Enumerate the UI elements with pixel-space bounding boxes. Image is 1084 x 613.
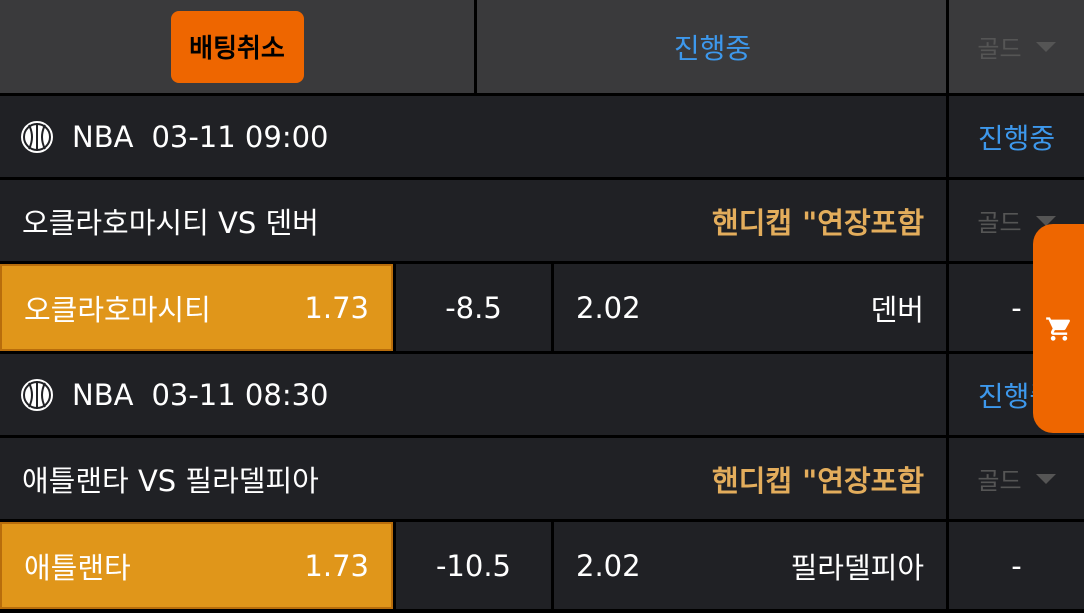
match-row: 애틀랜타 VS 필라델피아 핸디캡 "연장포함 골드 [0, 438, 1084, 519]
home-odds-button[interactable]: 애틀랜타 1.73 [0, 522, 393, 609]
league-row: NBA 03-11 09:00 진행중 [0, 96, 1084, 177]
handicap-value: -10.5 [396, 522, 551, 609]
divider [946, 438, 949, 519]
odds-row: 오클라호마시티 1.73 -8.5 2.02 덴버 - [0, 264, 1084, 351]
gold-dropdown[interactable]: 골드 [949, 0, 1084, 93]
away-team: 필라델피아 [790, 550, 924, 585]
away-odds: 2.02 [576, 548, 641, 583]
market-type: 핸디캡 "연장포함 [712, 463, 924, 498]
match-row: 오클라호마시티 VS 덴버 핸디캡 "연장포함 골드 [0, 180, 1084, 261]
header: 배팅취소 진행중 골드 [0, 0, 1084, 93]
status-filter[interactable]: 진행중 [477, 0, 948, 93]
caret-down-icon [1035, 215, 1056, 226]
divider [946, 0, 949, 93]
gold-label: 골드 [977, 467, 1022, 495]
market-type: 핸디캡 "연장포함 [712, 205, 924, 240]
cart-icon [1046, 316, 1070, 341]
bet-slip-tab[interactable] [1033, 224, 1084, 433]
match-datetime: 03-11 09:00 [151, 119, 329, 154]
odds-row: 애틀랜타 1.73 -10.5 2.02 필라델피아 - [0, 522, 1084, 609]
gold-label: 골드 [977, 35, 1022, 63]
match-teams: 애틀랜타 VS 필라델피아 [22, 463, 319, 498]
away-odds: 2.02 [576, 290, 641, 325]
league-row: NBA 03-11 08:30 진행중 [0, 354, 1084, 435]
league-name: NBA [72, 377, 134, 412]
match-teams: 오클라호마시티 VS 덴버 [22, 205, 319, 240]
gold-dropdown[interactable]: 골드 [949, 438, 1084, 519]
away-team: 덴버 [870, 292, 924, 327]
cancel-cell: 배팅취소 [0, 0, 474, 93]
home-team: 애틀랜타 [24, 550, 131, 585]
basketball-icon [21, 378, 53, 411]
caret-down-icon [1035, 41, 1056, 52]
gold-label: 골드 [977, 209, 1022, 237]
divider [946, 96, 949, 177]
league-name: NBA [72, 119, 134, 154]
basketball-icon [21, 120, 53, 153]
home-odds: 1.73 [304, 290, 369, 325]
caret-down-icon [1035, 473, 1056, 484]
status-label: 진행중 [673, 31, 752, 65]
gold-dropdown[interactable]: 골드 [949, 180, 1084, 261]
divider [474, 0, 477, 93]
handicap-value: -8.5 [396, 264, 551, 351]
away-odds-button[interactable]: 2.02 덴버 [554, 264, 946, 351]
home-team: 오클라호마시티 [24, 292, 211, 327]
match-status: 진행중 [977, 121, 1056, 155]
home-odds-button[interactable]: 오클라호마시티 1.73 [0, 264, 393, 351]
away-odds-button[interactable]: 2.02 필라델피아 [554, 522, 946, 609]
divider [946, 180, 949, 261]
home-odds: 1.73 [304, 548, 369, 583]
draw-cell: - [949, 522, 1084, 609]
cancel-bet-button[interactable]: 배팅취소 [170, 10, 304, 83]
match-datetime: 03-11 08:30 [151, 377, 329, 412]
divider [946, 354, 949, 435]
